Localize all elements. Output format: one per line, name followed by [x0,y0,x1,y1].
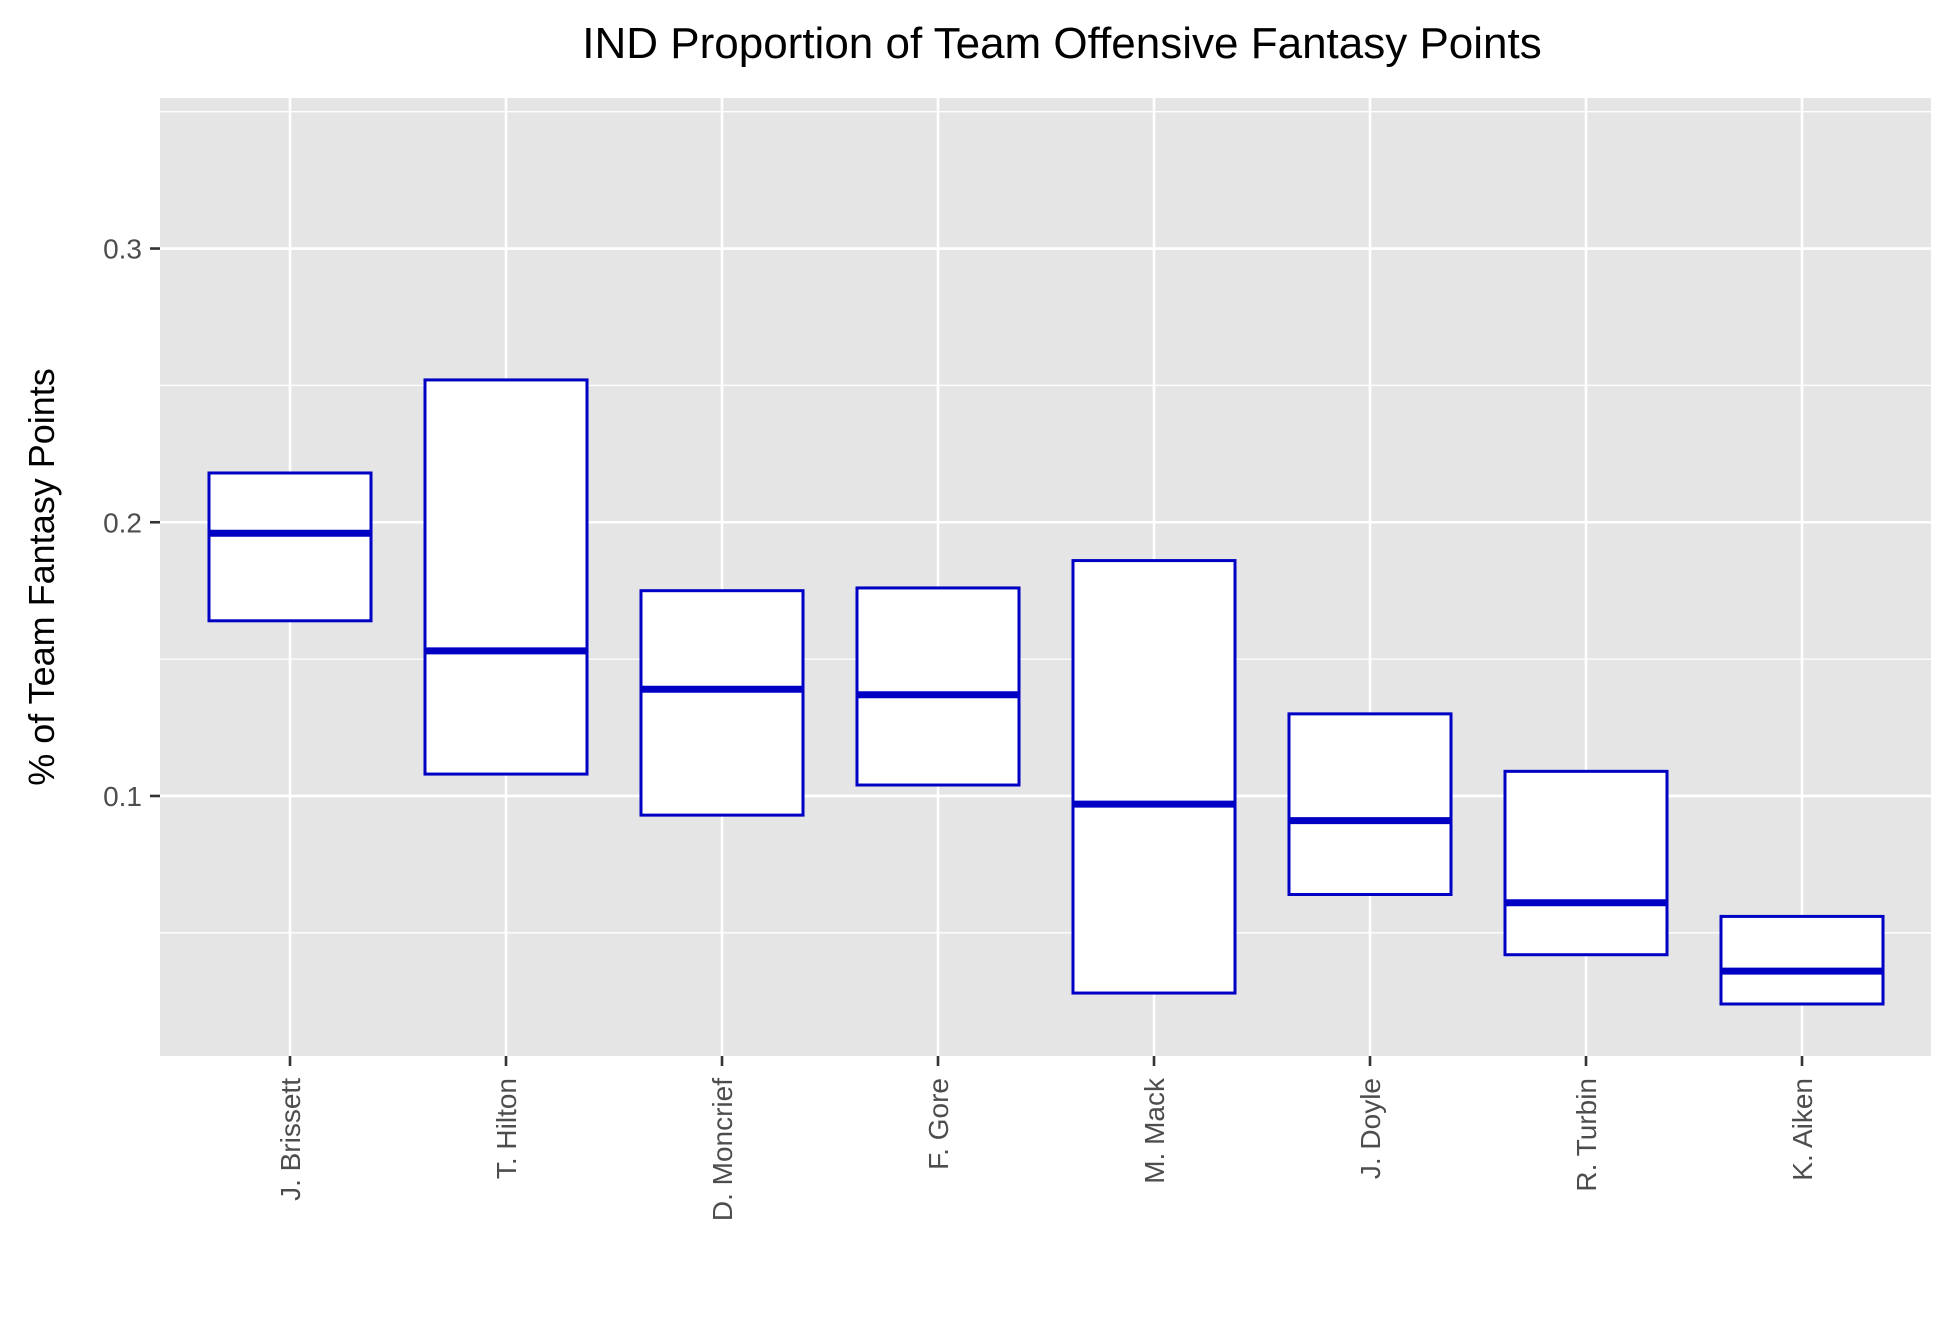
box-3 [639,589,805,817]
box-7 [1503,769,1669,957]
x-axis: J. Brissett T. Hilton D. Moncrief F. Gore M.… [275,1056,1818,1221]
y-tick-label: 0.3 [103,234,142,265]
box-6 [1287,712,1453,897]
box-5 [1071,559,1237,995]
boxes [207,378,1885,1006]
x-tick-label: K. Aiken [1787,1078,1818,1181]
box-1 [207,471,373,623]
y-tick-label: 0.2 [103,507,142,538]
x-tick-label: R. Turbin [1571,1078,1602,1192]
chart-title: IND Proportion of Team Offensive Fantasy… [582,19,1542,68]
y-axis: 0.1 0.2 0.3 [103,234,160,812]
major-gridlines [160,98,1931,1056]
x-tick-label: D. Moncrief [707,1078,738,1221]
x-tick-label: J. Doyle [1355,1078,1386,1179]
box-8 [1719,914,1885,1006]
x-tick-label: M. Mack [1139,1077,1170,1184]
y-axis-label: % of Team Fantasy Points [21,368,62,786]
box-2 [423,378,589,776]
x-tick-label: J. Brissett [275,1078,306,1201]
y-tick-label: 0.1 [103,781,142,812]
x-tick-label: T. Hilton [491,1078,522,1179]
box-4 [855,586,1021,787]
x-tick-label: F. Gore [923,1078,954,1170]
